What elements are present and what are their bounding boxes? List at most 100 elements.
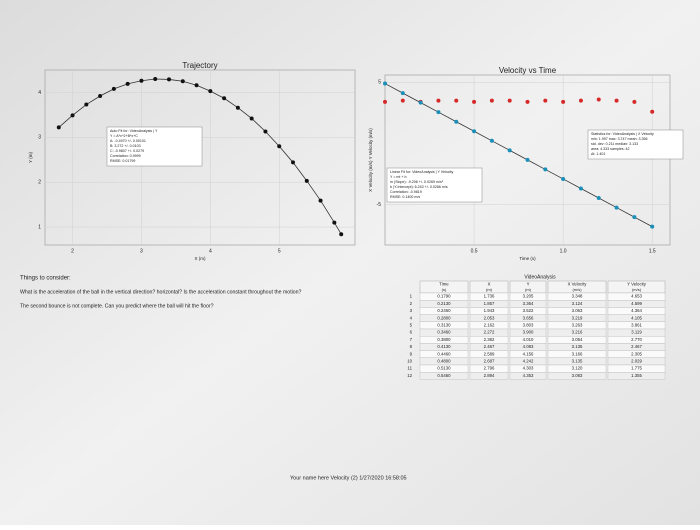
- cell-text: 4.242: [523, 359, 534, 364]
- cell-text: 2.053: [484, 315, 495, 320]
- x-axis-label: Time (s): [519, 256, 536, 261]
- data-point: [436, 98, 441, 103]
- data-point: [632, 215, 637, 220]
- fit-box-text: C: -0.9807 +/- 0.0279: [110, 149, 144, 153]
- row-number: 3: [410, 308, 413, 313]
- cell: [607, 372, 666, 380]
- x-tick-label: 1.5: [649, 248, 656, 254]
- cell-text: 1.355: [631, 373, 642, 378]
- data-point: [180, 79, 185, 84]
- cell-text: 0.3800: [437, 337, 451, 342]
- cell-text: 2.770: [631, 337, 642, 342]
- fit-line: [58, 78, 342, 235]
- row-number: 10: [407, 359, 412, 364]
- cell-text: 2.894: [484, 373, 495, 378]
- data-point: [291, 160, 295, 165]
- data-point: [318, 198, 323, 203]
- data-point: [277, 144, 282, 149]
- fit-box-text: b (Y-Intercept): 6.243 +/- 0.0286 m/s: [390, 185, 448, 189]
- cell-text: 4.083: [523, 344, 534, 349]
- cell-text: 2.467: [484, 344, 495, 349]
- fit-box-text: B: 3.272 +/- 0.0103: [110, 144, 141, 148]
- cell-text: 4.653: [631, 294, 642, 299]
- data-point: [111, 86, 116, 91]
- row-number: 1: [410, 294, 413, 299]
- cell-text: 0.3130: [437, 323, 451, 328]
- cell: [547, 372, 607, 380]
- cell-text: 0.5130: [437, 366, 451, 371]
- fit-box-text: std. dev: 0.211 median: 3.133: [591, 142, 638, 146]
- data-point: [472, 129, 477, 134]
- column-header: Y Velocity: [627, 282, 647, 287]
- plot-area: [44, 69, 356, 246]
- column-header: X: [488, 282, 491, 287]
- cell-text: 3.083: [572, 373, 583, 378]
- cell-text: 4.156: [523, 351, 534, 356]
- row-number: 7: [410, 337, 413, 342]
- cell-text: 1.943: [484, 308, 495, 313]
- cell-text: 3.219: [572, 315, 583, 320]
- data-point: [208, 89, 213, 94]
- fit-box-text: Auto Fit for: VideoAnalysis | Y: [110, 129, 158, 133]
- cell-text: 3.364: [523, 301, 534, 306]
- row-number: 4: [410, 315, 413, 320]
- cell-text: 3.063: [572, 308, 583, 313]
- column-header: Time: [439, 282, 449, 287]
- data-point: [596, 196, 601, 201]
- cell-text: 3.861: [631, 323, 642, 328]
- y-tick-label: 2: [38, 180, 41, 186]
- data-point: [472, 99, 477, 104]
- cell-text: 4.353: [523, 373, 534, 378]
- data-point: [489, 138, 494, 143]
- cell-text: 0.4800: [437, 359, 451, 364]
- cell-text: 0.2130: [437, 301, 451, 306]
- cell-text: 3.135: [572, 344, 583, 349]
- data-point: [400, 98, 405, 103]
- data-point: [507, 98, 512, 103]
- data-point: [578, 186, 583, 191]
- cell-text: 3.120: [572, 366, 583, 371]
- cell-text: 4.599: [631, 301, 642, 306]
- y-tick-label: 5: [378, 80, 381, 86]
- data-point: [222, 96, 227, 101]
- data-point: [543, 98, 548, 103]
- row-number: 12: [407, 373, 412, 378]
- column-unit: (m/s): [632, 287, 642, 292]
- footer: Your name here Velocity (2) 1/27/2020 16…: [290, 475, 407, 481]
- question: The second bounce is not complete. Can y…: [20, 303, 214, 309]
- column-header: Y: [527, 282, 530, 287]
- cell-text: 3.135: [572, 359, 583, 364]
- row-number: 11: [408, 366, 413, 371]
- cell-text: 3.263: [572, 323, 583, 328]
- cell-text: 2.305: [631, 351, 642, 356]
- cell: [509, 372, 547, 380]
- question: What is the acceleration of the ball in …: [20, 289, 302, 295]
- data-point: [596, 97, 601, 102]
- cell-text: 3.119: [631, 330, 642, 335]
- chart-title: Velocity vs Time: [499, 66, 557, 75]
- data-point: [418, 100, 423, 105]
- fit-box-text: RMSE: 0.1400 m/s: [390, 195, 420, 199]
- data-point: [139, 78, 144, 83]
- cell-text: 0.1790: [437, 294, 451, 299]
- fit-box-text: m (Slope): -9.206 +/- 0.0269 m/s²: [390, 180, 444, 184]
- y-tick-label: -5: [377, 202, 382, 208]
- data-point: [561, 176, 566, 181]
- chart-title: Trajectory: [182, 61, 217, 70]
- x-tick-label: 1.0: [560, 248, 567, 254]
- data-point: [614, 205, 619, 210]
- data-point: [650, 224, 655, 229]
- data-point: [543, 167, 548, 172]
- data-point: [56, 125, 61, 130]
- column-unit: (m): [525, 287, 532, 292]
- fit-box-text: Y = mt + b: [390, 175, 407, 179]
- cell-text: 3.166: [572, 351, 583, 356]
- cell-text: 4.010: [523, 337, 534, 342]
- cell-text: 2.272: [484, 330, 495, 335]
- y-axis-label: Y (m): [28, 152, 33, 163]
- data-point: [454, 98, 459, 103]
- fit-box-text: Statistics for: VideoAnalysis | X Veloci…: [591, 132, 654, 136]
- data-point: [561, 99, 566, 104]
- fit-box-text: Δt: 1.401: [591, 152, 605, 156]
